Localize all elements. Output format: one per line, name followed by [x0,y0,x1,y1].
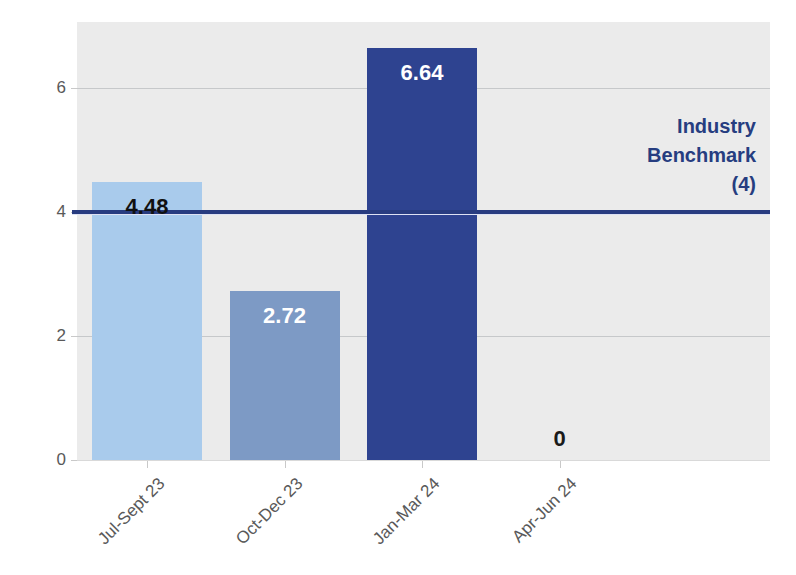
bar [92,182,202,460]
y-tick-label: 0 [30,450,66,470]
y-tick-mark [71,88,77,89]
x-axis-label: Oct-Dec 23 [232,474,307,549]
x-axis-label: Jan-Mar 24 [369,474,444,549]
benchmark-label: Industry Benchmark (4) [647,112,756,199]
benchmark-label-line: (4) [732,173,756,195]
y-tick-mark [71,336,77,337]
y-tick-label: 4 [30,202,66,222]
bar-value-label: 4.48 [92,194,202,220]
bar-chart-canvas: 0 2 4 6 4.48 Jul-Sept 23 2.72 Oct-Dec 23 6.64 Jan… [0,0,796,575]
x-tick-mark [560,461,561,468]
bar-value-label: 2.72 [230,303,340,329]
x-tick-mark [147,461,148,468]
x-tick-mark [422,461,423,468]
y-tick-label: 2 [30,326,66,346]
x-axis-label: Jul-Sept 23 [94,474,169,549]
x-axis-line [77,460,770,461]
x-axis-label: Apr-Jun 24 [509,474,582,547]
benchmark-label-line: Benchmark [647,144,756,166]
y-tick-label: 6 [30,78,66,98]
benchmark-label-line: Industry [677,115,756,137]
bar-value-label: 6.64 [367,60,477,86]
bar [367,48,477,460]
x-tick-mark [285,461,286,468]
bar-value-label: 0 [505,426,615,452]
